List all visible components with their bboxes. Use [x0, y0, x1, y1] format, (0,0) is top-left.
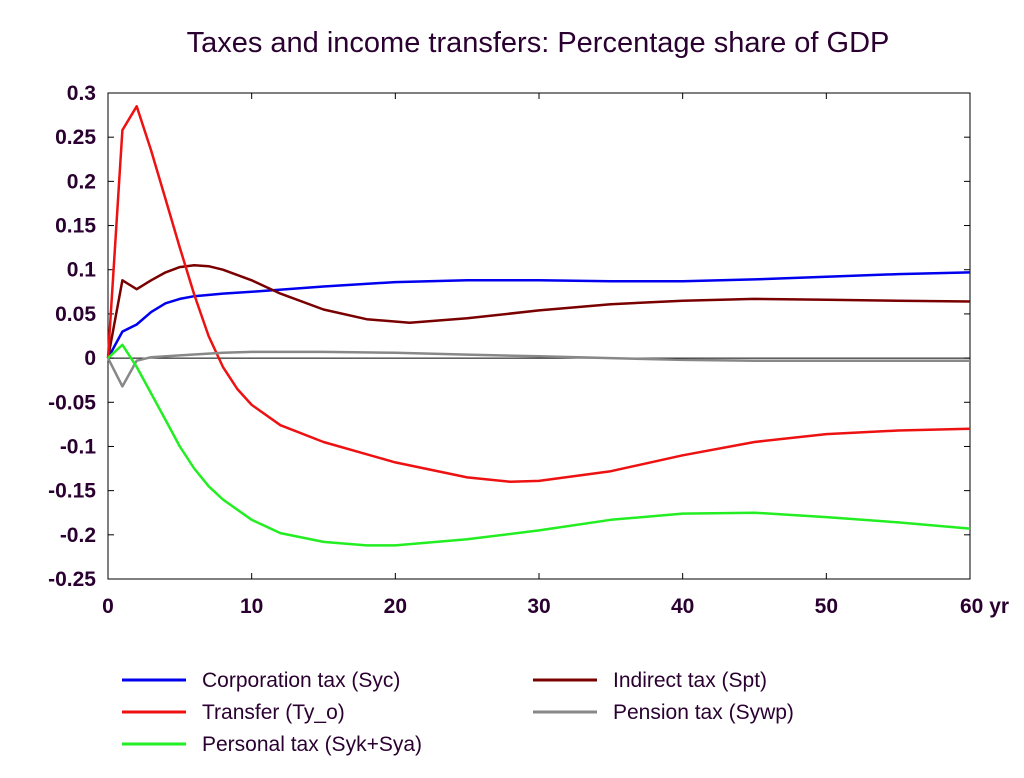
x-tick-label: 30: [527, 595, 550, 618]
plot-area: 0.3 0.25 0.2 0.15 0.1 0.05 0 -0.05 -0.1 -0.15 -0.2…: [48, 82, 1009, 618]
x-tick-label: 20: [384, 595, 407, 618]
legend-item: Pension tax (Sywp): [533, 701, 794, 724]
y-tick-label: -0.15: [48, 480, 96, 503]
x-tick-label: 50: [815, 595, 838, 618]
chart-title: Taxes and income transfers: Percentage s…: [187, 27, 890, 59]
legend: Corporation tax (Syc) Transfer (Ty_o) Pers…: [122, 669, 794, 756]
series-line-pension-tax-sywp: [106, 350, 970, 388]
y-tick-label: 0: [84, 347, 96, 370]
y-tick-label: 0.2: [67, 170, 96, 193]
y-tick-label: -0.25: [48, 568, 96, 591]
y-tick-label: 0.25: [55, 126, 96, 149]
legend-item: Transfer (Ty_o): [122, 701, 345, 724]
y-tick-label: -0.1: [60, 435, 97, 458]
legend-item: Personal tax (Syk+Sya): [122, 733, 422, 756]
y-tick-label: -0.2: [60, 524, 96, 547]
series-line-transfer-ty-o: [106, 105, 971, 484]
series-line-personal-tax-syk-sya: [107, 343, 971, 547]
legend-item: Corporation tax (Syc): [122, 669, 400, 692]
x-tick-label: 0: [102, 595, 114, 618]
plot-frame: [107, 92, 971, 580]
series-line-indirect-tax-spt: [106, 264, 971, 359]
y-tick-label: 0.15: [55, 215, 96, 238]
y-tick-label: 0.05: [55, 303, 96, 326]
x-tick-label: 40: [671, 595, 694, 618]
series-line-corporation-tax-syc: [106, 271, 971, 359]
y-tick-label: 0.3: [67, 82, 96, 105]
y-tick-label: -0.05: [48, 391, 96, 414]
x-tick-label: 10: [240, 595, 263, 618]
y-tick-label: 0.1: [67, 259, 97, 282]
legend-label: Transfer (Ty_o): [202, 701, 345, 724]
legend-label: Corporation tax (Syc): [202, 669, 400, 692]
legend-item: Indirect tax (Spt): [533, 669, 767, 692]
legend-label: Personal tax (Syk+Sya): [202, 733, 422, 756]
x-tick-label: 60 yr: [960, 595, 1009, 618]
legend-label: Indirect tax (Spt): [613, 669, 767, 692]
legend-label: Pension tax (Sywp): [613, 701, 794, 724]
